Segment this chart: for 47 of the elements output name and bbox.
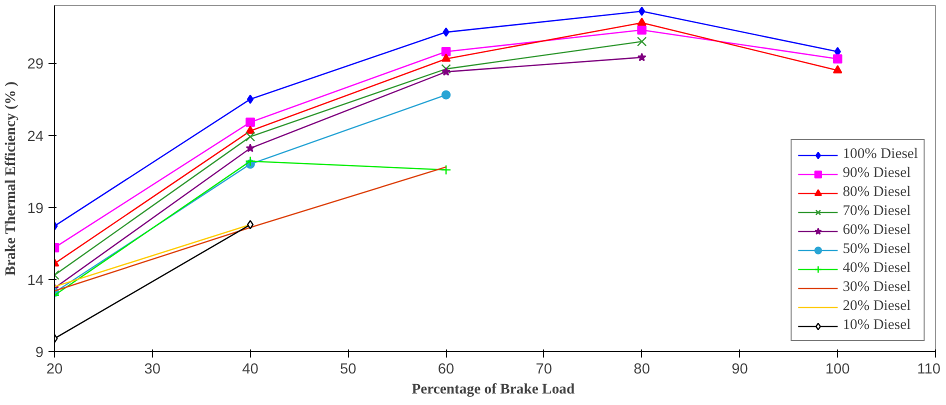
- legend-label: 70% Diesel: [842, 203, 911, 220]
- point: [638, 6, 646, 16]
- point: [442, 67, 451, 76]
- point: [440, 164, 452, 175]
- point: [245, 156, 256, 166]
- y-tick-label: 19: [27, 200, 44, 217]
- x-tick-label: 100: [825, 362, 850, 378]
- point: [246, 126, 255, 134]
- point: [636, 36, 647, 46]
- x-axis-title: Percentage of Brake Load: [412, 382, 575, 398]
- y-tick-label: 9: [35, 345, 44, 361]
- x-tick-label: 70: [536, 362, 552, 378]
- legend-label: 80% Diesel: [842, 184, 911, 201]
- point: [441, 64, 451, 74]
- point: [441, 46, 451, 56]
- point: [245, 132, 256, 142]
- y-tick-label: 29: [27, 56, 44, 73]
- x-tick-label: 90: [732, 362, 748, 378]
- y-tick-label: 14: [27, 272, 44, 289]
- x-tick-label: 80: [634, 362, 650, 378]
- x-tick-label: 30: [144, 362, 161, 378]
- legend-label: 40% Diesel: [842, 260, 911, 277]
- legend-label: 30% Diesel: [842, 279, 911, 296]
- point: [246, 144, 255, 152]
- point: [246, 118, 255, 127]
- point: [246, 94, 254, 104]
- x-tick-label: 20: [46, 362, 63, 378]
- point: [832, 65, 842, 74]
- legend-label: 50% Diesel: [842, 241, 911, 258]
- x-tick-label: 40: [242, 362, 258, 378]
- y-axis-title: Brake Thermal Efficiency (% ): [3, 81, 20, 276]
- point: [832, 54, 842, 64]
- legend-label: 100% Diesel: [842, 146, 918, 163]
- y-tick-label: 24: [27, 128, 44, 145]
- point: [441, 54, 451, 62]
- x-tick-label: 60: [438, 362, 454, 378]
- point: [637, 18, 646, 26]
- point: [637, 25, 646, 35]
- legend-label: 90% Diesel: [842, 165, 911, 182]
- x-tick-label: 50: [340, 362, 356, 378]
- x-tick-label: 110: [917, 362, 941, 378]
- legend-label: 60% Diesel: [842, 222, 911, 239]
- legend-label: 20% Diesel: [842, 298, 911, 315]
- point: [442, 28, 450, 37]
- legend-label: 10% Diesel: [842, 317, 911, 334]
- point: [637, 52, 646, 62]
- point: [441, 90, 451, 100]
